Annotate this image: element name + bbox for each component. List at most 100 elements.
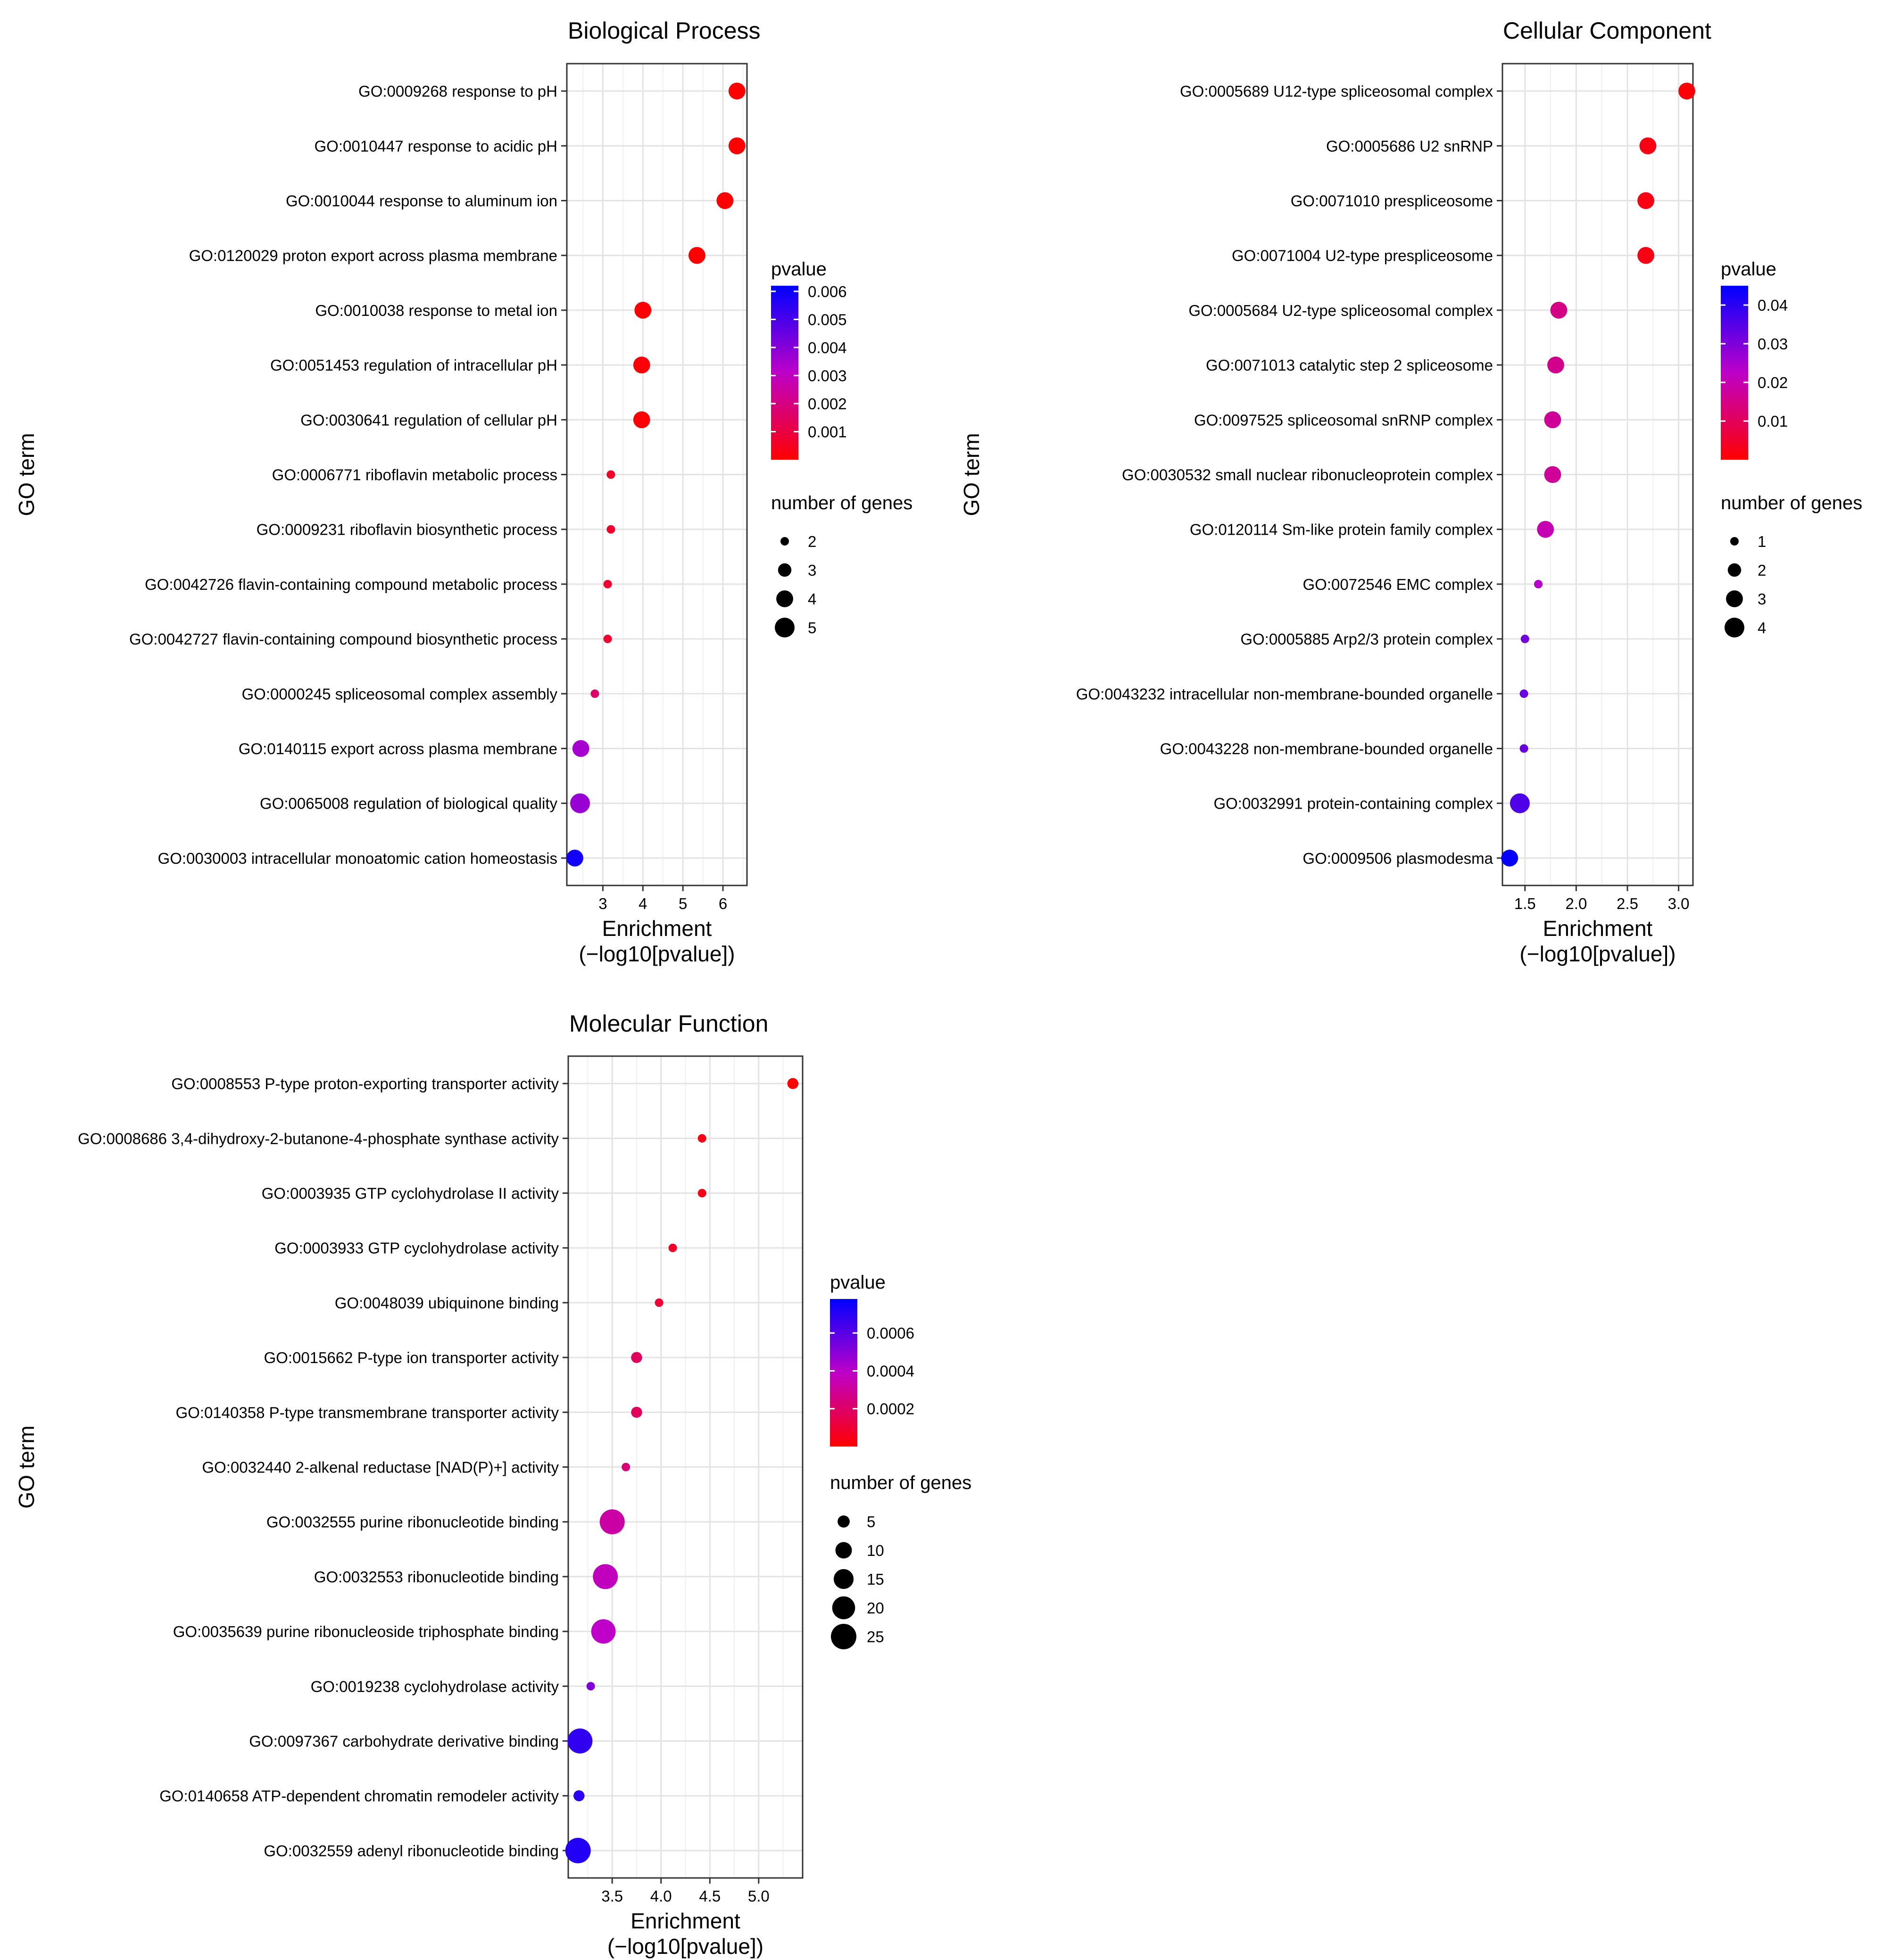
color-bar-label: 0.002 xyxy=(808,395,847,413)
size-legend-label: 3 xyxy=(808,562,816,579)
data-point xyxy=(606,525,615,534)
size-legend-label: 2 xyxy=(1758,562,1766,579)
size-legend-key xyxy=(832,1596,855,1620)
y-tick-label: GO:0010038 response to metal ion xyxy=(315,302,557,319)
data-point xyxy=(1678,83,1695,100)
y-tick-label: GO:0032555 purine ribonucleotide binding xyxy=(266,1513,559,1531)
y-tick-label: GO:0048039 ubiquinone binding xyxy=(335,1294,559,1312)
size-legend-label: 10 xyxy=(867,1542,884,1559)
x-axis-label-line: Enrichment xyxy=(602,916,712,941)
y-tick-label: GO:0008686 3,4-dihydroxy-2-butanone-4-ph… xyxy=(78,1130,559,1147)
y-tick-label: GO:0009231 riboflavin biosynthetic proce… xyxy=(257,521,557,538)
y-tick-label: GO:0140658 ATP-dependent chromatin remod… xyxy=(159,1787,559,1805)
color-bar xyxy=(830,1299,857,1447)
color-bar-label: 0.0004 xyxy=(867,1362,914,1380)
color-bar-label: 0.003 xyxy=(808,367,847,384)
chart-title: Biological Process xyxy=(568,17,761,44)
data-point xyxy=(1637,247,1654,264)
color-bar-label: 0.02 xyxy=(1758,374,1788,391)
y-tick-label: GO:0071010 prespliceosome xyxy=(1291,192,1493,210)
y-tick-label: GO:0051453 regulation of intracellular p… xyxy=(270,356,557,374)
color-bar xyxy=(1721,286,1748,460)
data-point xyxy=(1520,635,1529,644)
color-bar-label: 0.004 xyxy=(808,339,847,356)
data-point xyxy=(716,192,734,209)
data-point xyxy=(655,1298,664,1307)
chart-title: Molecular Function xyxy=(569,1010,768,1037)
x-tick-label: 1.5 xyxy=(1514,895,1536,912)
x-axis-label: Enrichment (−log10[pvalue]) xyxy=(1519,916,1676,966)
data-point xyxy=(1637,192,1654,209)
x-axis-label-line: Enrichment xyxy=(1543,916,1653,941)
data-point xyxy=(1550,302,1568,319)
y-tick-label: GO:0032553 ribonucleotide binding xyxy=(314,1568,559,1586)
panel-cellular-component: Cellular Component GO:0005689 U12-type sp… xyxy=(959,17,1862,966)
color-legend-title: pvalue xyxy=(771,259,827,280)
size-legend-key xyxy=(1727,563,1742,577)
y-tick-label: GO:0010044 response to aluminum ion xyxy=(286,192,557,210)
size-legend-label: 2 xyxy=(808,533,816,550)
size-legend-key xyxy=(775,618,795,637)
y-tick-label: GO:0003933 GTP cyclohydrolase activity xyxy=(274,1240,559,1257)
data-point xyxy=(633,411,650,429)
x-axis-label-line: (−log10[pvalue]) xyxy=(607,1934,763,1959)
x-tick-label: 2.5 xyxy=(1617,895,1638,912)
data-point xyxy=(1547,356,1564,373)
y-tick-label: GO:0006771 riboflavin metabolic process xyxy=(272,466,557,484)
data-point xyxy=(633,356,650,373)
y-tick-label: GO:0071013 catalytic step 2 spliceosome xyxy=(1206,356,1493,374)
data-point xyxy=(566,850,583,867)
y-tick-label: GO:0140115 export across plasma membrane xyxy=(239,740,557,758)
size-legend-label: 5 xyxy=(867,1513,875,1530)
size-legend-title: number of genes xyxy=(830,1472,971,1493)
data-point xyxy=(1639,137,1657,155)
x-tick-label: 6 xyxy=(719,895,727,912)
y-tick-label: GO:0065008 regulation of biological qual… xyxy=(260,795,558,812)
size-legend-label: 25 xyxy=(867,1628,884,1646)
data-point xyxy=(1544,466,1561,483)
y-tick-label: GO:0005885 Arp2/3 protein complex xyxy=(1240,630,1493,648)
color-bar-label: 0.006 xyxy=(808,283,847,300)
data-point xyxy=(787,1078,798,1089)
data-point xyxy=(1519,689,1528,698)
y-axis-label: GO term xyxy=(14,433,39,516)
x-tick-label: 4 xyxy=(639,895,647,912)
y-tick-label: GO:0140358 P-type transmembrane transpor… xyxy=(175,1404,559,1421)
data-point xyxy=(728,137,746,155)
y-tick-label: GO:0071004 U2-type prespliceosome xyxy=(1232,247,1493,265)
y-tick-label: GO:0030003 intracellular monoatomic cati… xyxy=(158,850,557,867)
x-tick-label: 4.0 xyxy=(650,1887,672,1905)
data-point xyxy=(634,302,652,319)
y-tick-label: GO:0032559 adenyl ribonucleotide binding xyxy=(264,1842,559,1860)
data-point xyxy=(1537,521,1554,538)
data-point xyxy=(697,1134,706,1143)
color-legend-title: pvalue xyxy=(830,1272,886,1293)
y-tick-label: GO:0010447 response to acidic pH xyxy=(315,137,557,155)
x-tick-label: 4.5 xyxy=(699,1887,721,1905)
y-tick-label: GO:0000245 spliceosomal complex assembly xyxy=(242,685,558,703)
y-tick-label: GO:0015662 P-type ion transporter activi… xyxy=(264,1349,559,1366)
data-point xyxy=(1501,850,1518,867)
y-tick-label: GO:0035639 purine ribonucleoside triphos… xyxy=(173,1623,559,1640)
y-tick-label: GO:0030641 regulation of cellular pH xyxy=(300,411,557,429)
x-axis-label-line: (−log10[pvalue]) xyxy=(579,942,735,966)
data-point xyxy=(572,740,589,757)
size-legend-key xyxy=(1725,618,1744,637)
y-tick-label: GO:0097525 spliceosomal snRNP complex xyxy=(1194,411,1493,429)
x-tick-label: 5.0 xyxy=(748,1887,770,1905)
size-legend-label: 20 xyxy=(867,1599,884,1617)
y-tick-label: GO:0030532 small nuclear ribonucleoprote… xyxy=(1122,466,1493,484)
size-legend-label: 4 xyxy=(1758,619,1766,637)
x-tick-label: 3 xyxy=(598,895,607,912)
color-bar-label: 0.005 xyxy=(808,311,847,328)
x-tick-label: 3.5 xyxy=(601,1887,623,1905)
x-tick-label: 5 xyxy=(679,895,687,912)
data-point xyxy=(591,1619,616,1644)
y-tick-label: GO:0003935 GTP cyclohydrolase II activit… xyxy=(262,1185,559,1202)
data-point xyxy=(631,1352,642,1363)
size-legend-key xyxy=(780,537,789,546)
color-bar xyxy=(771,286,798,460)
y-tick-label: GO:0043232 intracellular non-membrane-bo… xyxy=(1076,685,1493,703)
y-tick-label: GO:0097367 carbohydrate derivative bindi… xyxy=(249,1733,559,1750)
